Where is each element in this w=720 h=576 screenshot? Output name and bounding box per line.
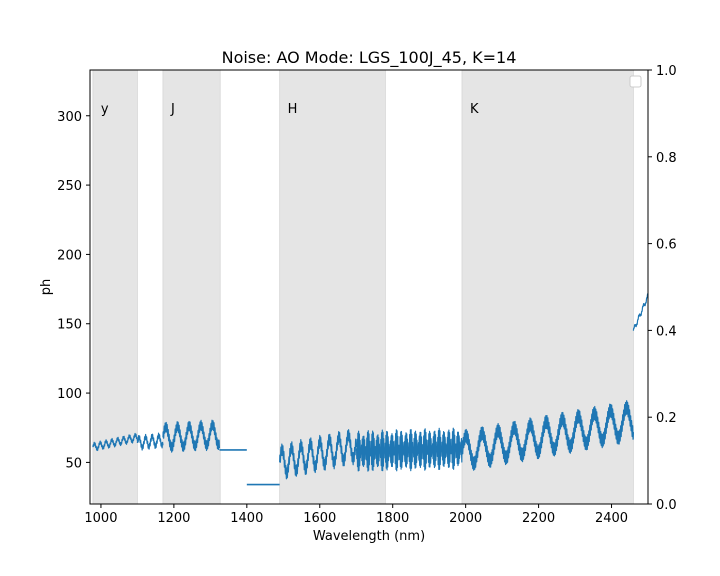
y2-tick-label: 0.4 (656, 324, 677, 339)
series-segment-8 (632, 293, 649, 331)
plot-frame (89, 69, 649, 505)
x-tick-label: 2200 (522, 511, 555, 526)
band-label-y: y (101, 102, 109, 117)
y-tick-label: 250 (57, 179, 82, 194)
y-tick-label: 300 (57, 110, 82, 125)
x-tick-label: 1600 (303, 511, 336, 526)
x-tick-label: 2000 (449, 511, 482, 526)
band-label-k: K (470, 102, 479, 117)
y2-tick-label: 0.8 (656, 151, 677, 166)
chart-title: Noise: AO Mode: LGS_100J_45, K=14 (222, 48, 517, 68)
y2-tick-label: 1.0 (656, 64, 677, 79)
series-segment-1 (136, 432, 164, 451)
y2-tick-label: 0.0 (656, 498, 677, 513)
series-line (92, 293, 649, 486)
band-y (92, 69, 138, 505)
series-segment-0 (92, 432, 139, 452)
y-tick-label: 100 (57, 387, 82, 402)
series-segment-5 (279, 429, 357, 480)
axes (86, 69, 652, 508)
x-tick-label: 1400 (230, 511, 263, 526)
series-segment-7 (461, 400, 635, 471)
x-axis-label: Wavelength (nm) (313, 529, 425, 544)
legend-box (629, 75, 642, 88)
tick-labels: 1000 1200 1400 1600 1800 2000 2200 2400 50 100 150… (57, 64, 677, 526)
series-segment-2 (162, 419, 221, 453)
series-segment-6 (355, 427, 463, 472)
x-tick-label: 1000 (84, 511, 117, 526)
y2-tick-label: 0.2 (656, 411, 677, 426)
band-k (461, 69, 634, 505)
band-label-j: J (170, 102, 175, 117)
band-j (162, 69, 221, 505)
y-tick-label: 150 (57, 318, 82, 333)
y-axis-label: ph (39, 279, 54, 296)
band-label-h: H (288, 102, 298, 117)
x-tick-label: 2400 (595, 511, 628, 526)
y2-tick-label: 0.6 (656, 238, 677, 253)
x-tick-label: 1200 (157, 511, 190, 526)
y-tick-label: 50 (65, 456, 82, 471)
y-tick-label: 200 (57, 248, 82, 263)
x-tick-label: 1800 (376, 511, 409, 526)
